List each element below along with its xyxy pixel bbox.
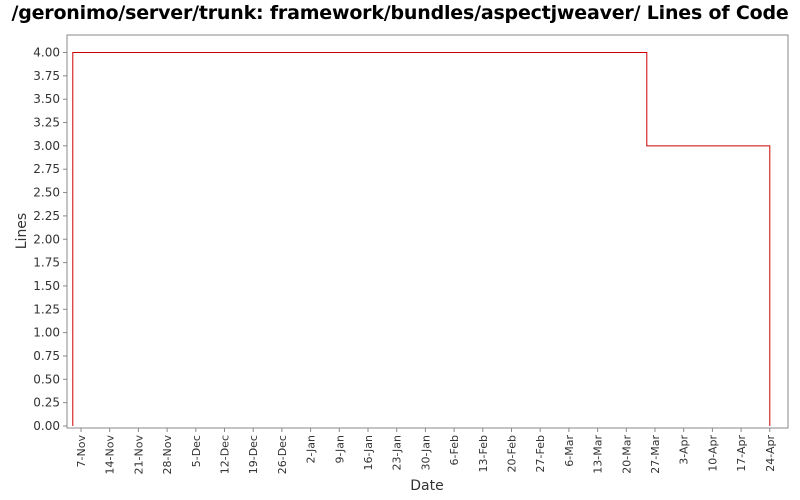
- y-tick-label: 3.25: [33, 116, 60, 130]
- y-axis-label: Lines: [14, 213, 30, 249]
- x-tick-label: 13-Feb: [477, 435, 490, 472]
- y-tick-label: 4.00: [33, 46, 60, 60]
- x-tick-label: 9-Jan: [333, 435, 346, 464]
- x-tick-label: 10-Apr: [706, 435, 719, 472]
- y-tick-label: 2.00: [33, 232, 60, 246]
- x-tick-label: 7-Nov: [75, 435, 88, 468]
- x-tick-label: 24-Apr: [764, 435, 777, 472]
- x-tick-label: 13-Mar: [592, 435, 605, 474]
- x-tick-label: 21-Nov: [132, 435, 145, 475]
- x-tick-label: 28-Nov: [161, 435, 174, 475]
- y-tick-label: 0.50: [33, 372, 60, 386]
- y-tick-label: 3.50: [33, 92, 60, 106]
- x-tick-label: 20-Mar: [620, 435, 633, 474]
- x-tick-label: 14-Nov: [104, 435, 117, 475]
- y-tick-label: 1.25: [33, 302, 60, 316]
- x-tick-label: 12-Dec: [219, 435, 232, 474]
- y-tick-label: 2.75: [33, 162, 60, 176]
- y-tick-label: 3.00: [33, 139, 60, 153]
- x-tick-label: 2-Jan: [305, 435, 318, 464]
- x-tick-label: 16-Jan: [362, 435, 375, 471]
- y-tick-label: 1.75: [33, 256, 60, 270]
- y-tick-label: 1.50: [33, 279, 60, 293]
- y-tick-label: 0.00: [33, 419, 60, 433]
- y-tick-label: 2.25: [33, 209, 60, 223]
- x-tick-label: 20-Feb: [506, 435, 519, 472]
- y-tick-label: 3.75: [33, 69, 60, 83]
- x-tick-label: 3-Apr: [678, 435, 691, 465]
- y-tick-label: 1.00: [33, 326, 60, 340]
- y-tick-label: 0.25: [33, 396, 60, 410]
- x-tick-label: 30-Jan: [419, 435, 432, 471]
- x-tick-label: 19-Dec: [247, 435, 260, 474]
- series-line: [72, 52, 771, 426]
- x-tick-label: 17-Apr: [735, 435, 748, 472]
- y-tick-label: 0.75: [33, 349, 60, 363]
- chart-title: /geronimo/server/trunk: framework/bundle…: [11, 2, 789, 24]
- x-tick-label: 27-Feb: [534, 435, 547, 472]
- x-tick-label: 23-Jan: [391, 435, 404, 471]
- x-axis-label: Date: [410, 478, 443, 494]
- x-tick-label: 27-Mar: [649, 435, 662, 474]
- x-tick-label: 6-Feb: [448, 435, 461, 465]
- y-tick-label: 2.50: [33, 186, 60, 200]
- x-tick-label: 6-Mar: [563, 435, 576, 467]
- x-tick-label: 5-Dec: [190, 435, 203, 467]
- x-tick-label: 26-Dec: [276, 435, 289, 474]
- plot-area: [66, 34, 789, 429]
